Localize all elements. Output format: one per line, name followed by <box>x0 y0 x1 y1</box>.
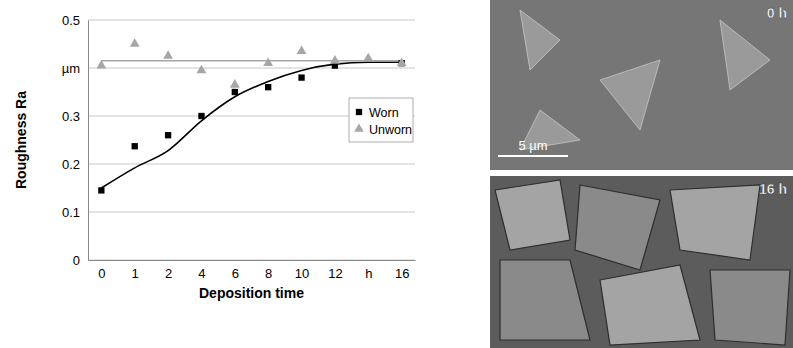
crystal-facet <box>600 265 700 345</box>
data-point <box>165 132 171 138</box>
data-point <box>265 84 271 90</box>
data-point <box>330 55 340 64</box>
figure: 00.10.20.3µm0.50124681012h16Deposition t… <box>0 0 793 348</box>
y-axis: 0 0.1 0.2 0.3 µm 0.5 <box>62 13 89 268</box>
series-points <box>98 60 405 194</box>
y-axis-line <box>88 21 89 261</box>
x-tick: 2 <box>165 260 172 281</box>
trend-line <box>101 60 401 61</box>
grid-line <box>88 20 415 21</box>
micrograph-label: 16 h <box>759 181 787 197</box>
data-point <box>263 58 273 67</box>
y-tick: 0.5 <box>62 13 88 28</box>
y-tick: 0 <box>73 253 88 268</box>
legend-label: Unworn <box>369 123 412 137</box>
grain-edge <box>600 60 660 130</box>
micrograph-label: 0 h <box>767 5 787 21</box>
x-tick-label: 6 <box>232 266 239 281</box>
grid-line <box>88 68 415 69</box>
x-tick: 1 <box>132 260 139 281</box>
x-axis-title: Deposition time <box>199 285 304 301</box>
crystal-facet <box>500 260 590 340</box>
grid <box>88 20 415 260</box>
x-tick: h <box>365 260 372 281</box>
legend-label: Worn <box>369 106 399 120</box>
x-tick: 12 <box>328 260 342 281</box>
x-tick: 8 <box>265 260 272 281</box>
legend-marker <box>356 109 362 115</box>
legend-box <box>349 98 413 142</box>
data-point <box>132 143 138 149</box>
crystal-facet <box>670 185 760 260</box>
x-tick-label: h <box>365 266 372 281</box>
x-tick-label: 12 <box>328 266 342 281</box>
y-tick: 0.1 <box>62 205 88 220</box>
x-tick-label: 1 <box>132 266 139 281</box>
data-point <box>298 74 304 80</box>
x-tick-label: 2 <box>165 266 172 281</box>
data-point <box>98 187 104 193</box>
y-tick-label: 0.5 <box>62 13 80 28</box>
series-points <box>96 38 406 87</box>
grain-edge <box>520 10 560 70</box>
y-tick: 0.2 <box>62 157 88 172</box>
x-tick-label: 10 <box>295 266 309 281</box>
data-point <box>363 53 373 62</box>
x-tick-label: 8 <box>265 266 272 281</box>
x-axis-line <box>89 260 416 261</box>
x-tick-label: 4 <box>198 266 205 281</box>
y-tick-label: 0.3 <box>62 109 80 124</box>
x-tick: 4 <box>198 260 205 281</box>
crystal-facet <box>495 180 570 250</box>
y-tick-label: 0.2 <box>62 157 80 172</box>
x-tick: 16 <box>395 260 409 281</box>
data-point <box>297 46 307 55</box>
y-tick-label: µm <box>62 61 80 76</box>
grid-line <box>88 260 415 261</box>
crystal-facet <box>710 270 790 345</box>
grid-line <box>88 164 415 165</box>
data-point <box>198 113 204 119</box>
crystal-facet <box>575 185 660 270</box>
x-tick-label: 0 <box>98 266 105 281</box>
y-tick-label: 0 <box>73 253 80 268</box>
data-point <box>230 79 240 88</box>
x-axis: 0124681012h16 <box>89 260 416 281</box>
y-axis-title: Roughness Ra <box>13 91 29 189</box>
micrograph: 0 h 5 µm <box>490 0 793 170</box>
data-point <box>96 60 106 69</box>
legend: Worn Unworn <box>349 98 413 142</box>
x-tick: 10 <box>295 260 309 281</box>
micrograph-image <box>490 0 793 170</box>
legend-marker <box>354 123 364 131</box>
data-point <box>232 89 238 95</box>
grid-line <box>88 212 415 213</box>
x-tick: 6 <box>232 260 239 281</box>
data-point <box>163 50 173 59</box>
grain-edge <box>720 20 770 90</box>
micrograph: 16 h <box>490 176 793 348</box>
y-tick-label: 0.1 <box>62 205 80 220</box>
micrograph-image <box>490 176 793 348</box>
x-tick-label: 16 <box>395 266 409 281</box>
data-point <box>197 65 207 74</box>
scale-bar-label: 5 µm <box>518 138 547 153</box>
data-point <box>130 38 140 47</box>
y-tick: µm <box>62 61 88 76</box>
data-point <box>397 58 407 67</box>
x-tick: 0 <box>98 260 105 281</box>
scale-bar <box>498 155 568 157</box>
y-tick: 0.3 <box>62 109 88 124</box>
